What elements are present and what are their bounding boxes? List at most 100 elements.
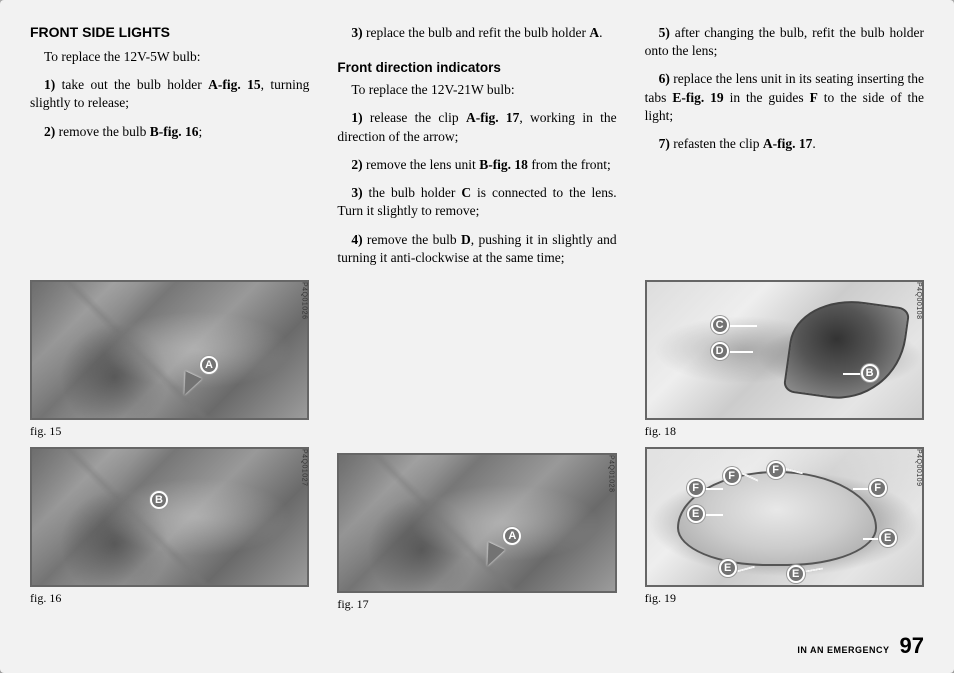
callout-f: F: [723, 467, 741, 485]
column-3: 5) after changing the bulb, refit the bu…: [645, 24, 924, 614]
ref: A-fig. 17: [466, 110, 519, 125]
fig-17-wrap: A P4Q01028 fig. 17: [337, 453, 616, 612]
leader-line: [853, 488, 871, 490]
fig-17-img: A: [337, 453, 616, 593]
step-num: 2): [351, 157, 362, 172]
fig-18-wrap: C D B P4Q00108 fig. 18: [645, 280, 924, 439]
fig-18-img: C D B: [645, 280, 924, 420]
footer: IN AN EMERGENCY 97: [797, 633, 924, 659]
callout-e: E: [719, 559, 737, 577]
txt: .: [599, 25, 602, 40]
callout-c: C: [711, 316, 729, 334]
leader-line: [805, 567, 823, 572]
txt: remove the bulb: [55, 124, 149, 139]
subheading-front-direction: Front direction indicators: [337, 60, 616, 75]
callout-d: D: [711, 342, 729, 360]
step-num: 3): [351, 185, 362, 200]
callout-b: B: [150, 491, 168, 509]
column-2: 3) replace the bulb and refit the bulb h…: [337, 24, 616, 614]
fig-block-col2: A P4Q01028 fig. 17: [337, 453, 616, 614]
ref: E-fig. 19: [672, 90, 723, 105]
callout-a: A: [200, 356, 218, 374]
lens-shape: [783, 292, 911, 407]
c2-p4: 2) remove the lens unit B-fig. 18 from t…: [337, 156, 616, 174]
leader-line: [729, 325, 757, 327]
caption-fig17: fig. 17: [337, 597, 616, 612]
caption-fig19: fig. 19: [645, 591, 924, 606]
txt: refasten the clip: [670, 136, 763, 151]
page-number: 97: [900, 633, 924, 659]
partcode-fig16: P4Q01027: [300, 449, 307, 486]
callout-e: E: [687, 505, 705, 523]
c3-p1: 5) after changing the bulb, refit the bu…: [645, 24, 924, 60]
fig-19-wrap: F E F F F E E E: [645, 447, 924, 606]
ref: B-fig. 18: [479, 157, 528, 172]
step-num: 7): [659, 136, 670, 151]
leader-line: [843, 373, 863, 375]
callout-f: F: [869, 479, 887, 497]
partcode-fig17: P4Q01028: [608, 455, 615, 492]
leader-line: [705, 514, 723, 516]
txt: after changing the bulb, refit the bulb …: [645, 25, 924, 58]
c1-p1: To replace the 12V-5W bulb:: [30, 48, 309, 66]
leader-line: [705, 488, 723, 490]
headlight-shape: [677, 471, 877, 566]
ref: B-fig. 16: [150, 124, 199, 139]
partcode-fig19: P4Q00109: [915, 449, 922, 486]
leader-line: [737, 566, 755, 573]
txt: remove the lens unit: [363, 157, 480, 172]
ref: C: [461, 185, 471, 200]
step-num: 3): [351, 25, 362, 40]
c2-p1: 3) replace the bulb and refit the bulb h…: [337, 24, 616, 42]
heading-front-side-lights: FRONT SIDE LIGHTS: [30, 24, 309, 40]
partcode-fig18: P4Q00108: [915, 282, 922, 319]
txt: .: [812, 136, 815, 151]
ref: F: [810, 90, 818, 105]
c2-p2: To replace the 12V-21W bulb:: [337, 81, 616, 99]
fig-15-img: A: [30, 280, 309, 420]
arrow-down-icon: [480, 542, 506, 570]
step-num: 1): [351, 110, 362, 125]
step-num: 5): [659, 25, 670, 40]
txt: the bulb holder: [363, 185, 462, 200]
caption-fig18: fig. 18: [645, 424, 924, 439]
fig-16-wrap: B P4Q01027 fig. 16: [30, 447, 309, 606]
fig-15-wrap: A P4Q01026 fig. 15: [30, 280, 309, 439]
step-num: 2): [44, 124, 55, 139]
step-num: 1): [44, 77, 55, 92]
fig-19-img: F E F F F E E E: [645, 447, 924, 587]
arrow-down-icon: [176, 371, 202, 399]
callout-f: F: [687, 479, 705, 497]
callout-e: E: [787, 565, 805, 583]
txt: take out the bulb holder: [55, 77, 208, 92]
txt: release the clip: [363, 110, 466, 125]
manual-page: FRONT SIDE LIGHTS To replace the 12V-5W …: [0, 0, 954, 673]
callout-a: A: [503, 527, 521, 545]
callout-b: B: [861, 364, 879, 382]
txt: ;: [198, 124, 202, 139]
leader-line: [729, 351, 753, 353]
columns-wrap: FRONT SIDE LIGHTS To replace the 12V-5W …: [30, 24, 924, 614]
caption-fig16: fig. 16: [30, 591, 309, 606]
section-label: IN AN EMERGENCY: [797, 645, 889, 655]
step-num: 6): [659, 71, 670, 86]
column-1: FRONT SIDE LIGHTS To replace the 12V-5W …: [30, 24, 309, 614]
step-num: 4): [351, 232, 362, 247]
txt: replace the bulb and refit the bulb hold…: [363, 25, 590, 40]
fig-block-col1: A P4Q01026 fig. 15 B P4Q01027 fig. 16: [30, 280, 309, 614]
c1-p2: 1) take out the bulb holder A-fig. 15, t…: [30, 76, 309, 112]
c1-p3: 2) remove the bulb B-fig. 16;: [30, 123, 309, 141]
callout-e: E: [879, 529, 897, 547]
leader-line: [863, 538, 881, 540]
txt: remove the bulb: [363, 232, 461, 247]
ref: D: [461, 232, 471, 247]
txt: from the front;: [528, 157, 611, 172]
caption-fig15: fig. 15: [30, 424, 309, 439]
c3-p2: 6) replace the lens unit in its seating …: [645, 70, 924, 125]
callout-f: F: [767, 461, 785, 479]
fig-16-img: B: [30, 447, 309, 587]
partcode-fig15: P4Q01026: [300, 282, 307, 319]
txt: in the guides: [724, 90, 810, 105]
ref: A-fig. 17: [763, 136, 813, 151]
c2-p6: 4) remove the bulb D, pushing it in slig…: [337, 231, 616, 267]
